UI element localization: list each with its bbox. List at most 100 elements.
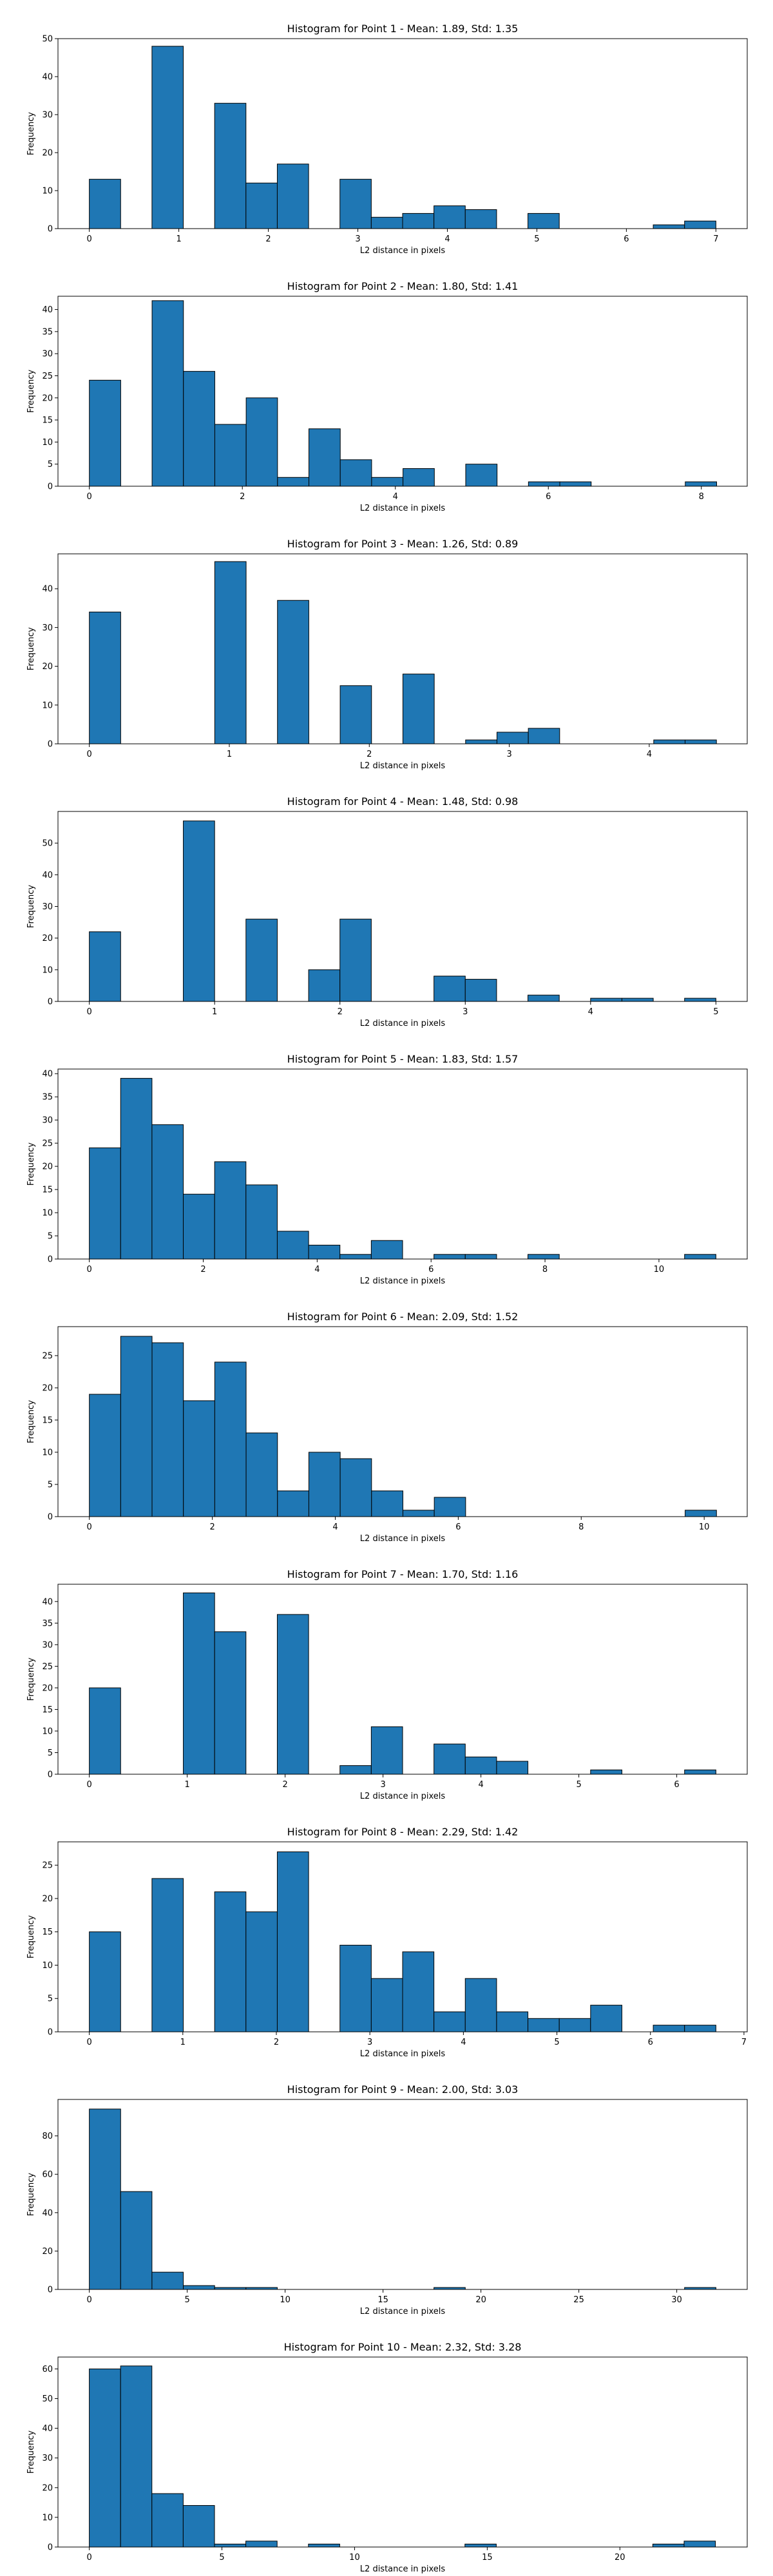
chart-title: Histogram for Point 4 - Mean: 1.48, Std:… bbox=[287, 795, 519, 808]
histogram-bar bbox=[308, 2543, 340, 2548]
y-tick-label: 80 bbox=[42, 2132, 53, 2141]
y-tick-label: 40 bbox=[42, 73, 53, 82]
histogram-bar bbox=[309, 428, 341, 487]
chart-panel: Histogram for Point 2 - Mean: 1.80, Std:… bbox=[0, 258, 773, 515]
histogram-bar bbox=[276, 164, 309, 229]
x-tick-label: 2 bbox=[274, 2038, 279, 2047]
histogram-bar bbox=[590, 998, 622, 1002]
histogram-bar bbox=[182, 2505, 215, 2548]
x-tick-label: 15 bbox=[377, 2295, 388, 2305]
plot-frame bbox=[57, 38, 748, 229]
x-tick-label: 2 bbox=[209, 1522, 215, 1532]
histogram-bar bbox=[464, 979, 497, 1002]
y-tick-label: 50 bbox=[42, 2394, 53, 2404]
x-axis-label: L2 distance in pixels bbox=[360, 1792, 446, 1801]
x-axis: 0 2 4 6 8 bbox=[87, 486, 704, 502]
x-tick-label: 15 bbox=[482, 2553, 493, 2562]
x-tick-label: 4 bbox=[314, 1265, 320, 1274]
histogram-bar bbox=[339, 178, 372, 229]
histogram-bar bbox=[89, 1394, 121, 1517]
histogram-bar bbox=[464, 209, 497, 229]
histogram-bar bbox=[434, 2011, 466, 2032]
histogram-bar bbox=[183, 371, 215, 487]
x-tick-label: 10 bbox=[349, 2553, 360, 2562]
y-axis-label: Frequency bbox=[26, 1400, 36, 1443]
histogram-bar bbox=[120, 1077, 153, 1260]
chart-title: Histogram for Point 7 - Mean: 1.70, Std:… bbox=[287, 1568, 519, 1580]
y-tick-label: 20 bbox=[42, 934, 53, 943]
chart-panel: Histogram for Point 7 - Mean: 1.70, Std:… bbox=[0, 1546, 773, 1803]
y-tick-label: 40 bbox=[42, 2424, 53, 2434]
y-tick-label: 25 bbox=[42, 1139, 53, 1149]
chart-panel: Histogram for Point 8 - Mean: 2.29, Std:… bbox=[0, 1803, 773, 2061]
bars bbox=[89, 1077, 716, 1260]
histogram-bar bbox=[151, 1878, 184, 2032]
histogram-bar bbox=[339, 459, 372, 487]
bars bbox=[89, 561, 717, 744]
y-axis: 0 10 20 30 40 50 bbox=[42, 35, 58, 234]
x-tick-label: 0 bbox=[86, 2038, 91, 2047]
chart-title: Histogram for Point 1 - Mean: 1.89, Std:… bbox=[287, 23, 519, 35]
y-tick-label: 40 bbox=[42, 585, 53, 594]
histogram-bar bbox=[590, 2005, 622, 2032]
plot-frame bbox=[57, 811, 748, 1002]
bars bbox=[89, 1852, 716, 2032]
x-tick-label: 0 bbox=[87, 492, 92, 502]
x-tick-label: 5 bbox=[534, 234, 539, 244]
histogram-bar bbox=[528, 728, 560, 744]
histogram-bar bbox=[214, 1631, 247, 1775]
histogram-bar bbox=[528, 2018, 560, 2032]
y-tick-label: 35 bbox=[42, 327, 53, 337]
histogram-bar bbox=[465, 739, 497, 744]
histogram-bar bbox=[684, 998, 716, 1002]
x-tick-label: 2 bbox=[200, 1265, 205, 1274]
y-axis-label: Frequency bbox=[26, 2430, 36, 2474]
y-axis-label: Frequency bbox=[26, 370, 36, 413]
bars bbox=[89, 2108, 716, 2290]
histogram-bar bbox=[214, 424, 247, 487]
histogram-bar bbox=[652, 2543, 685, 2548]
y-axis-label: Frequency bbox=[26, 2173, 36, 2216]
chart-title: Histogram for Point 9 - Mean: 2.00, Std:… bbox=[287, 2083, 519, 2096]
histogram-bar bbox=[434, 1497, 466, 1517]
y-tick-label: 20 bbox=[42, 1162, 53, 1172]
chart-title: Histogram for Point 8 - Mean: 2.29, Std:… bbox=[287, 1826, 519, 1838]
bars bbox=[89, 1592, 716, 1775]
y-tick-label: 10 bbox=[42, 2513, 53, 2523]
y-axis: 0 5 10 15 20 25 30 35 40 bbox=[42, 1597, 58, 1780]
histogram-bar bbox=[434, 1743, 466, 1775]
y-tick-label: 30 bbox=[42, 111, 53, 120]
histogram-bar bbox=[183, 1592, 215, 1775]
x-tick-label: 3 bbox=[367, 2038, 372, 2047]
y-tick-label: 0 bbox=[48, 482, 53, 492]
y-tick-label: 10 bbox=[42, 438, 53, 448]
x-tick-label: 0 bbox=[86, 234, 91, 244]
histogram-bar bbox=[89, 1687, 121, 1775]
chart-panel: Histogram for Point 4 - Mean: 1.48, Std:… bbox=[0, 773, 773, 1030]
histogram-bar bbox=[214, 2543, 247, 2548]
y-tick-label: 0 bbox=[48, 2543, 53, 2553]
histogram-bar bbox=[245, 182, 278, 229]
chart-panel: Histogram for Point 5 - Mean: 1.83, Std:… bbox=[0, 1030, 773, 1288]
y-tick-label: 10 bbox=[42, 187, 53, 196]
histogram-bar bbox=[558, 2018, 591, 2032]
x-tick-label: 3 bbox=[380, 1780, 385, 1790]
y-axis: 0 10 20 30 40 50 bbox=[42, 839, 58, 1007]
x-tick-label: 2 bbox=[265, 234, 271, 244]
histogram-bar bbox=[120, 1336, 153, 1517]
histogram-bar bbox=[89, 931, 121, 1002]
histogram-chart: Histogram for Point 9 - Mean: 2.00, Std:… bbox=[26, 2083, 748, 2316]
histogram-bar bbox=[120, 2365, 153, 2548]
y-tick-label: 5 bbox=[48, 1994, 53, 2004]
x-tick-label: 4 bbox=[461, 2038, 466, 2047]
histogram-chart: Histogram for Point 8 - Mean: 2.29, Std:… bbox=[26, 1826, 748, 2059]
plot-frame bbox=[57, 1068, 748, 1260]
x-tick-label: 7 bbox=[713, 234, 718, 244]
plot-frame bbox=[57, 553, 748, 744]
histogram-bar bbox=[685, 481, 717, 487]
x-axis-label: L2 distance in pixels bbox=[360, 1534, 446, 1544]
y-tick-label: 0 bbox=[48, 2028, 53, 2038]
histogram-bar bbox=[89, 2368, 121, 2548]
histogram-bar bbox=[590, 1769, 622, 1775]
histogram-bar bbox=[214, 1891, 247, 2032]
